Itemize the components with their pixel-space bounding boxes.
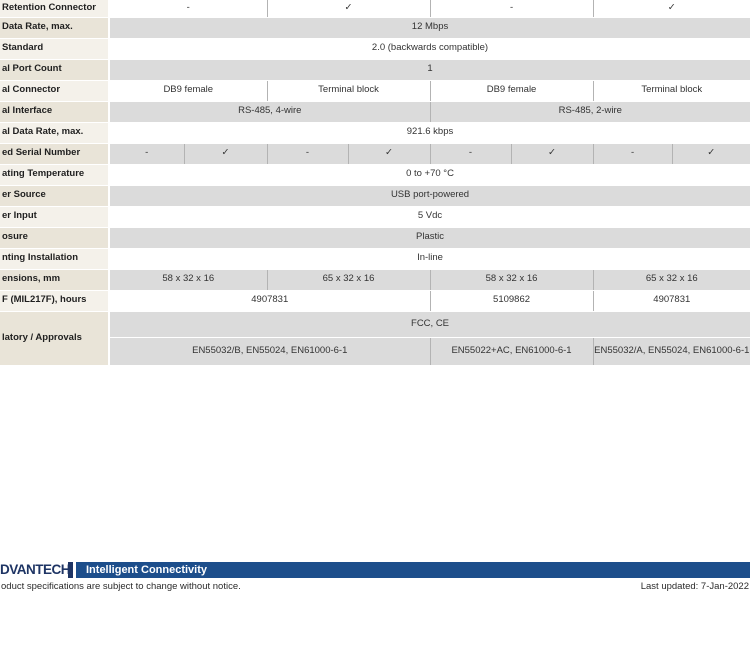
spec-cell: EN55032/B, EN55024, EN61000-6-1	[109, 337, 431, 366]
footer-bar: DVANTECH Intelligent Connectivity	[0, 562, 750, 578]
spec-cell: EN55022+AC, EN61000-6-1	[429, 337, 594, 366]
spec-table: Retention Connector - ✓ - ✓ Data Rate, max. 12…	[0, 0, 750, 366]
table-row: latory / Approvals FCC, CE	[0, 311, 750, 366]
table-row: nting Installation In-line	[0, 248, 750, 270]
row-label: ating Temperature	[0, 164, 110, 186]
spec-cell: 12 Mbps	[109, 17, 750, 39]
spec-cell: -	[592, 143, 673, 165]
logo-separator	[68, 562, 73, 578]
checkmark-cell: ✓	[347, 143, 431, 165]
spec-cell: Terminal block	[592, 80, 750, 102]
spec-cell: -	[109, 143, 184, 165]
row-label: al Port Count	[0, 59, 110, 81]
row-label: al Interface	[0, 101, 110, 123]
table-row: ating Temperature 0 to +70 °C	[0, 164, 750, 186]
footer-notice-line: oduct specifications are subject to chan…	[0, 581, 749, 592]
table-row: al Data Rate, max. 921.6 kbps	[0, 122, 750, 144]
spec-cell: 5 Vdc	[109, 206, 750, 228]
row-label: al Connector	[0, 80, 110, 102]
table-row: Standard 2.0 (backwards compatible)	[0, 38, 750, 60]
spec-cell: 5109862	[429, 290, 594, 312]
spec-cell: 65 x 32 x 16	[266, 269, 431, 291]
advantech-logo: DVANTECH	[0, 562, 68, 577]
row-label: Retention Connector	[0, 0, 110, 18]
checkmark-cell: ✓	[671, 143, 750, 165]
row-label: osure	[0, 227, 110, 249]
checkmark-cell: ✓	[266, 0, 431, 18]
row-label: ensions, mm	[0, 269, 110, 291]
row-label: al Data Rate, max.	[0, 122, 110, 144]
spec-cell: 2.0 (backwards compatible)	[109, 38, 750, 60]
row-label: nting Installation	[0, 248, 110, 270]
row-label: ed Serial Number	[0, 143, 110, 165]
spec-cell: FCC, CE	[109, 311, 750, 338]
last-updated-text: Last updated: 7-Jan-2022	[640, 581, 749, 592]
row-label: F (MIL217F), hours	[0, 290, 110, 312]
spec-cell: -	[429, 0, 594, 18]
table-row: F (MIL217F), hours 4907831 5109862 4907831	[0, 290, 750, 312]
spec-cell: 58 x 32 x 16	[429, 269, 594, 291]
spec-cell: -	[429, 143, 512, 165]
spec-cell: Plastic	[109, 227, 750, 249]
row-label: Standard	[0, 38, 110, 60]
table-row: osure Plastic	[0, 227, 750, 249]
spec-cell: 921.6 kbps	[109, 122, 750, 144]
spec-cell: RS-485, 4-wire	[109, 101, 431, 123]
checkmark-cell: ✓	[510, 143, 594, 165]
table-row: er Input 5 Vdc	[0, 206, 750, 228]
row-label: er Input	[0, 206, 110, 228]
spec-cell: RS-485, 2-wire	[429, 101, 750, 123]
spec-cell: Terminal block	[266, 80, 431, 102]
row-label: latory / Approvals	[0, 311, 110, 366]
spec-cell: EN55032/A, EN55024, EN61000-6-1	[592, 337, 750, 366]
spec-cell: USB port-powered	[109, 185, 750, 207]
table-row: al Connector DB9 female Terminal block DB9 …	[0, 80, 750, 102]
spec-cell: 0 to +70 °C	[109, 164, 750, 186]
row-label: er Source	[0, 185, 110, 207]
row-label: Data Rate, max.	[0, 17, 110, 39]
spec-cell: 4907831	[592, 290, 750, 312]
checkmark-cell: ✓	[592, 0, 750, 18]
table-row: Retention Connector - ✓ - ✓	[0, 0, 750, 18]
spec-cell: -	[266, 143, 349, 165]
table-row: er Source USB port-powered	[0, 185, 750, 207]
spec-cell: 1	[109, 59, 750, 81]
table-row: al Interface RS-485, 4-wire RS-485, 2-wire	[0, 101, 750, 123]
table-row: al Port Count 1	[0, 59, 750, 81]
spec-cell: 65 x 32 x 16	[592, 269, 750, 291]
table-row: ensions, mm 58 x 32 x 16 65 x 32 x 16 58 x …	[0, 269, 750, 291]
spec-cell: DB9 female	[109, 80, 268, 102]
change-notice-text: oduct specifications are subject to chan…	[1, 581, 241, 592]
tagline-bar: Intelligent Connectivity	[76, 562, 750, 578]
spec-cell: 4907831	[109, 290, 431, 312]
spec-cell: -	[109, 0, 268, 18]
spec-cell: 58 x 32 x 16	[109, 269, 268, 291]
spec-cell: DB9 female	[429, 80, 594, 102]
spec-cell: In-line	[109, 248, 750, 270]
spec-table-container: Retention Connector - ✓ - ✓ Data Rate, max. 12…	[0, 0, 750, 366]
table-row: Data Rate, max. 12 Mbps	[0, 17, 750, 39]
spec-table-body: Retention Connector - ✓ - ✓ Data Rate, max. 12…	[0, 0, 750, 366]
checkmark-cell: ✓	[183, 143, 268, 165]
table-row: ed Serial Number - ✓ - ✓ - ✓ - ✓	[0, 143, 750, 165]
table-row: EN55032/B, EN55024, EN61000-6-1 EN55022+A…	[0, 337, 750, 366]
